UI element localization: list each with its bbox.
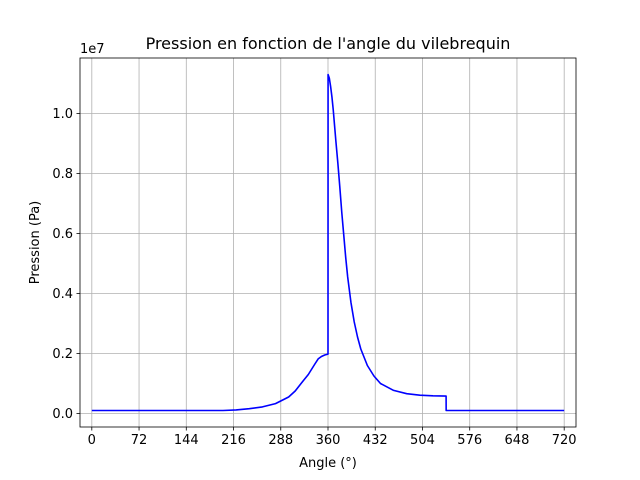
x-tick-label-10: 720: [552, 433, 577, 448]
x-tick-label-0: 0: [88, 433, 96, 448]
y-axis-offset-label: 1e7: [80, 42, 105, 57]
y-tick-label-2: 0.4: [52, 287, 73, 302]
y-axis-ticks: 0.0 0.2 0.4 0.6 0.8 1.0: [52, 107, 80, 422]
x-tick-label-9: 648: [505, 433, 530, 448]
x-tick-label-2: 144: [174, 433, 199, 448]
x-axis-label: Angle (°): [299, 456, 357, 471]
plot-series: [91, 73, 565, 412]
x-tick-label-6: 432: [363, 433, 388, 448]
y-tick-label-0: 0.0: [52, 407, 73, 422]
y-axis-label: Pression (Pa): [28, 201, 43, 285]
chart-title: Pression en fonction de l'angle du vileb…: [146, 34, 511, 53]
x-tick-label-8: 576: [457, 433, 482, 448]
x-tick-label-3: 216: [221, 433, 246, 448]
x-tick-label-7: 504: [410, 433, 435, 448]
y-tick-label-4: 0.8: [52, 167, 73, 182]
y-tick-label-3: 0.6: [52, 227, 73, 242]
x-tick-label-5: 360: [316, 433, 341, 448]
x-axis-ticks: 0 72 144 216 288 360 432 504 576 648 720: [88, 427, 577, 448]
x-tick-label-4: 288: [268, 433, 293, 448]
y-tick-label-5: 1.0: [52, 107, 73, 122]
y-tick-label-1: 0.2: [52, 347, 73, 362]
x-tick-label-1: 72: [131, 433, 148, 448]
series-line-0: [91, 73, 565, 412]
